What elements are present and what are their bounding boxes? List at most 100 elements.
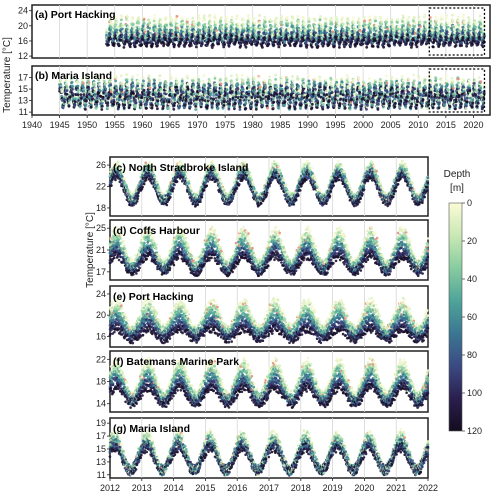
data-point: [226, 25, 229, 28]
data-point: [447, 28, 450, 31]
data-point: [208, 14, 211, 17]
data-point: [262, 41, 265, 44]
data-point: [151, 104, 154, 107]
data-point: [170, 77, 173, 80]
data-point: [300, 45, 303, 48]
data-point: [179, 42, 182, 45]
data-point: [276, 30, 279, 33]
data-point: [221, 28, 224, 31]
data-point: [414, 29, 417, 32]
data-point: [72, 94, 75, 97]
y-tick-label: 16: [18, 36, 28, 46]
data-point: [458, 30, 461, 33]
data-point: [192, 17, 195, 20]
data-point: [417, 40, 420, 43]
data-point: [411, 42, 414, 45]
data-point: [166, 26, 169, 29]
data-point: [231, 16, 234, 19]
data-point: [127, 25, 130, 28]
data-point: [480, 25, 483, 28]
data-point: [185, 41, 188, 44]
data-point: [242, 18, 245, 21]
data-point: [305, 42, 308, 45]
data-point: [364, 26, 367, 29]
data-point: [154, 87, 157, 90]
data-point: [479, 19, 482, 22]
data-point: [85, 103, 88, 106]
data-point: [416, 45, 419, 48]
data-point: [130, 42, 133, 45]
data-point: [126, 19, 129, 22]
data-point: [370, 25, 373, 28]
data-point: [176, 24, 179, 27]
data-point: [391, 18, 394, 21]
data-point: [66, 89, 69, 92]
data-point: [105, 28, 108, 31]
data-point: [96, 100, 99, 103]
data-point: [203, 18, 206, 21]
data-point: [159, 74, 162, 77]
data-point: [143, 94, 146, 97]
data-point: [239, 45, 242, 48]
data-point: [308, 18, 311, 21]
data-point: [315, 27, 318, 30]
data-point: [131, 16, 134, 19]
data-point: [314, 19, 317, 22]
data-point: [251, 43, 254, 46]
data-point: [451, 14, 454, 17]
data-point: [217, 43, 220, 46]
data-point: [317, 45, 320, 48]
data-point: [80, 97, 83, 100]
data-point: [88, 83, 91, 86]
data-point: [338, 46, 341, 49]
data-point: [441, 18, 444, 21]
data-point: [395, 40, 398, 43]
data-point: [121, 82, 124, 85]
data-point: [77, 85, 80, 88]
data-point: [113, 42, 116, 45]
data-point: [352, 21, 355, 24]
data-point: [465, 45, 468, 48]
data-point: [95, 103, 98, 106]
data-point: [400, 41, 403, 44]
data-point: [104, 88, 107, 91]
data-point: [265, 25, 268, 28]
data-point: [142, 25, 145, 28]
data-point: [156, 44, 159, 47]
data-point: [220, 24, 223, 27]
data-point: [157, 103, 160, 106]
data-point: [273, 44, 276, 47]
data-point: [374, 16, 377, 19]
data-point: [275, 21, 278, 24]
data-point: [471, 43, 474, 46]
data-point: [220, 32, 223, 35]
data-point: [331, 23, 334, 26]
data-point: [171, 20, 174, 23]
data-point: [414, 32, 417, 35]
data-point: [254, 30, 257, 33]
data-point: [215, 21, 218, 24]
data-point: [175, 18, 178, 21]
data-point: [435, 19, 438, 22]
data-point: [296, 15, 299, 18]
data-point: [107, 44, 110, 47]
data-point: [264, 16, 267, 19]
data-point: [182, 23, 185, 26]
data-point: [188, 27, 191, 30]
data-point: [441, 29, 444, 32]
data-point: [137, 82, 140, 85]
data-point: [120, 19, 123, 22]
data-point: [264, 18, 267, 21]
data-point: [353, 30, 356, 33]
data-point: [438, 43, 441, 46]
data-point: [143, 86, 146, 89]
data-point: [181, 26, 184, 29]
data-point: [171, 27, 174, 30]
data-point: [463, 21, 466, 24]
data-point: [281, 19, 284, 22]
data-point: [286, 22, 289, 25]
data-point: [444, 42, 447, 45]
data-point: [77, 93, 80, 96]
data-point: [466, 42, 469, 45]
